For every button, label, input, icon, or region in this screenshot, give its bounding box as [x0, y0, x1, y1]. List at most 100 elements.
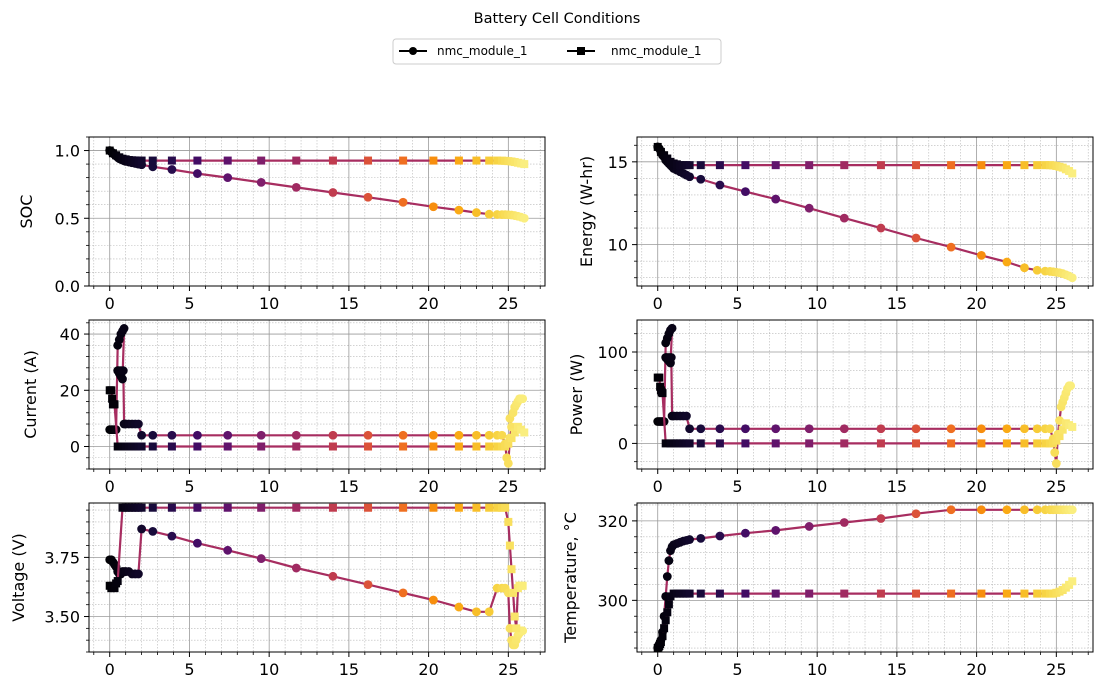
power-point-square — [655, 373, 664, 382]
power-point-square — [876, 439, 885, 448]
temperature-point-square — [685, 589, 694, 598]
voltage-point-circle — [454, 602, 464, 612]
current-point-circle — [503, 458, 513, 468]
energy-point-square — [685, 161, 694, 170]
voltage-ytick-label: 3.50 — [44, 608, 80, 627]
temperature-point-circle — [976, 505, 986, 515]
current-point-circle — [328, 430, 338, 440]
power-point-square — [1058, 425, 1067, 434]
temperature-series-group — [653, 505, 1077, 652]
current-point-square — [399, 442, 408, 451]
power-point-square — [977, 439, 986, 448]
energy-point-circle — [911, 233, 921, 243]
power-point-square — [661, 439, 670, 448]
current-xtick-label: 5 — [184, 477, 194, 496]
energy-point-circle — [976, 250, 986, 260]
soc-point-square — [472, 156, 481, 165]
soc-ytick-label: 0.0 — [55, 277, 80, 296]
power-point-circle — [696, 424, 706, 434]
temperature-xtick-label: 5 — [732, 660, 742, 679]
current-point-square — [257, 442, 266, 451]
energy-point-square — [653, 142, 662, 151]
power-point-square — [947, 439, 956, 448]
voltage-series-group — [105, 503, 528, 650]
energy-point-square — [947, 161, 956, 170]
soc-ylabel: SOC — [17, 195, 36, 229]
power-point-square — [1052, 436, 1061, 445]
temperature-point-square — [661, 616, 670, 625]
soc-point-square — [148, 156, 157, 165]
soc-point-square — [520, 160, 529, 169]
soc-point-circle — [328, 188, 338, 197]
power-point-circle — [1032, 424, 1042, 434]
soc-point-square — [292, 156, 301, 165]
current-ytick-label: 20 — [60, 381, 80, 400]
soc-panel: 0 5 10 15 20 25 0.0 0.5 1.0 SOC — [17, 136, 546, 313]
soc-xtick-label: 10 — [259, 294, 279, 313]
voltage-ytick-label: 3.75 — [44, 548, 80, 567]
voltage-point-circle — [256, 554, 266, 563]
energy-point-circle — [715, 180, 725, 190]
legend-marker-square — [577, 47, 585, 55]
soc-point-circle — [148, 162, 158, 172]
voltage-point-circle — [148, 526, 158, 536]
soc-xtick-label: 0 — [105, 294, 115, 313]
current-ytick-label: 0 — [70, 438, 80, 457]
voltage-point-square — [512, 624, 521, 633]
energy-point-circle — [1067, 273, 1077, 283]
power-panel: 0 5 10 15 20 25 0 100 Power (W) — [567, 319, 1094, 496]
voltage-point-circle — [223, 545, 233, 555]
soc-xtick-label: 5 — [184, 294, 194, 313]
energy-xtick-label: 0 — [653, 294, 663, 313]
soc-point-square — [364, 156, 373, 165]
power-xtick-label: 10 — [807, 477, 827, 496]
current-point-square — [328, 442, 337, 451]
energy-point-square — [1041, 161, 1050, 170]
energy-point-square — [1033, 161, 1042, 170]
current-xtick-label: 15 — [339, 477, 359, 496]
temperature-point-square — [656, 638, 665, 647]
current-point-square — [107, 386, 116, 395]
current-point-square — [110, 400, 119, 409]
power-point-square — [1041, 439, 1050, 448]
voltage-point-square — [505, 541, 514, 550]
current-ylabel: Current (A) — [21, 350, 40, 439]
energy-point-square — [977, 161, 986, 170]
temperature-point-square — [977, 589, 986, 598]
power-point-circle — [1066, 381, 1076, 391]
power-ylabel: Power (W) — [567, 354, 586, 436]
temperature-point-circle — [771, 526, 781, 535]
soc-point-square — [193, 156, 202, 165]
energy-point-square — [1020, 161, 1029, 170]
voltage-point-circle — [137, 524, 147, 534]
temperature-point-circle — [1067, 505, 1077, 515]
power-point-circle — [876, 424, 886, 434]
current-point-circle — [256, 430, 266, 440]
soc-point-square — [223, 156, 232, 165]
temperature-ytick-label: 320 — [597, 512, 628, 531]
current-point-square — [223, 442, 232, 451]
energy-point-square — [805, 161, 814, 170]
energy-xtick-label: 5 — [732, 294, 742, 313]
temperature-ytick-label: 300 — [597, 591, 628, 610]
power-point-square — [1002, 439, 1011, 448]
current-point-square — [167, 442, 176, 451]
current-point-circle — [119, 324, 129, 333]
voltage-point-square — [148, 503, 157, 512]
voltage-point-circle — [328, 571, 338, 581]
legend-label-2: nmc_module_1 — [611, 44, 702, 58]
energy-point-circle — [1032, 265, 1042, 275]
voltage-point-circle — [518, 626, 528, 636]
voltage-point-circle — [398, 588, 408, 598]
soc-ytick-label: 1.0 — [55, 142, 80, 161]
power-point-square — [741, 439, 750, 448]
power-point-circle — [1050, 448, 1060, 457]
temperature-point-square — [696, 589, 705, 598]
power-point-circle — [1002, 424, 1012, 434]
soc-point-circle — [291, 182, 301, 192]
voltage-point-square — [510, 612, 519, 621]
current-point-circle — [472, 430, 481, 440]
energy-point-circle — [839, 213, 849, 223]
soc-point-circle — [472, 208, 481, 217]
current-point-circle — [193, 430, 202, 440]
